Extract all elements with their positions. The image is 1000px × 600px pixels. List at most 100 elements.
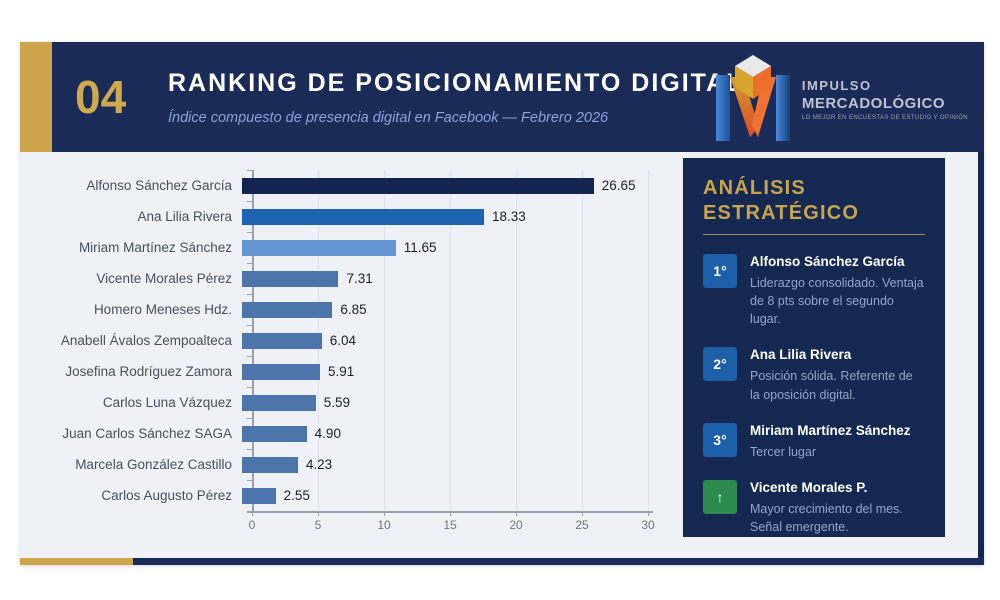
x-tick-label: 15 [443, 518, 457, 532]
bar-wrap: 5.91 [242, 356, 354, 387]
bar-value-label: 11.65 [403, 240, 437, 255]
chart-row: Alfonso Sánchez García 26.65 [20, 170, 680, 201]
x-tick-label: 30 [641, 518, 655, 532]
x-tick-mark [252, 512, 253, 516]
person-description: Posición sólida. Referente de la oposici… [750, 369, 913, 402]
title-block: RANKING DE POSICIONAMIENTO DIGITAL Índic… [168, 69, 743, 126]
bar-wrap: 4.90 [242, 418, 341, 449]
chart-row: Carlos Luna Vázquez 5.59 [20, 387, 680, 418]
y-tick-mark [247, 387, 252, 388]
y-tick-mark [247, 418, 252, 419]
bar [242, 332, 322, 349]
panel-item: 1° Alfonso Sánchez García Liderazgo consol… [703, 254, 925, 328]
category-label: Carlos Luna Vázquez [102, 395, 232, 410]
bar [242, 177, 594, 194]
x-tick-label: 10 [377, 518, 391, 532]
x-axis-line [247, 511, 653, 513]
bar [242, 363, 320, 380]
bar-value-label: 5.91 [328, 364, 355, 379]
person-description: Mayor crecimiento del mes. Señal emergen… [750, 501, 903, 534]
bar [242, 425, 307, 442]
category-label: Ana Lilia Rivera [137, 209, 232, 224]
person-name: Vicente Morales P. [750, 479, 868, 495]
gridline [582, 170, 583, 511]
bottom-gold-segment [20, 558, 133, 565]
bar [242, 301, 333, 318]
category-label: Juan Carlos Sánchez SAGA [62, 426, 232, 441]
panel-item-text: Miriam Martínez Sánchez Tercer lugar [750, 423, 911, 461]
panel-title: ANÁLISIS ESTRATÉGICO [703, 176, 925, 226]
bar-wrap: 11.65 [242, 232, 437, 263]
content-area: 0 5 10 15 20 25 30 Alfonso Sánchez García 26.65… [20, 152, 984, 558]
logo-m-diamond-icon [715, 55, 790, 141]
bar-wrap: 6.85 [242, 294, 367, 325]
panel-item-text: Vicente Morales P. Mayor crecimiento del … [750, 480, 925, 536]
logo-tagline: LO MEJOR EN ENCUESTAS DE ESTUDIO Y OPINI… [801, 114, 968, 121]
bar-wrap: 7.31 [242, 263, 373, 294]
category-label: Alfonso Sánchez García [86, 178, 232, 193]
y-tick-mark [247, 294, 252, 295]
y-tick-mark [247, 170, 252, 171]
bar [242, 239, 396, 256]
chart-row: Homero Meneses Hdz. 6.85 [20, 294, 680, 325]
category-label: Carlos Augusto Pérez [101, 488, 232, 503]
y-tick-mark [247, 263, 252, 264]
x-tick-mark [516, 512, 517, 516]
bar-wrap: 6.04 [242, 325, 356, 356]
gridline [648, 170, 649, 511]
logo-name-line1: IMPULSO [801, 77, 872, 93]
up-arrow-badge-icon: ↑ [703, 479, 737, 514]
page-title: RANKING DE POSICIONAMIENTO DIGITAL [168, 69, 744, 97]
bar [242, 208, 484, 225]
bar-value-label: 7.31 [346, 271, 373, 286]
gold-accent-block [20, 42, 52, 152]
rank-badge: 2° [703, 347, 737, 382]
bar-wrap: 26.65 [242, 170, 636, 201]
bar-wrap: 5.59 [242, 387, 350, 418]
logo-name-line2: MERCADOLÓGICO [801, 94, 945, 112]
x-tick-mark [648, 512, 649, 516]
gridline [384, 170, 385, 511]
bar-value-label: 4.23 [305, 457, 333, 472]
slide-number: 04 [75, 71, 127, 123]
panel-item: 2° Ana Lilia Rivera Posición sólida. Refer… [703, 347, 925, 403]
panel-title-line2: ESTRATÉGICO [703, 202, 860, 224]
rank-badge: 1° [703, 254, 737, 288]
person-description: Tercer lugar [750, 444, 816, 459]
bar-value-label: 6.85 [340, 302, 367, 317]
chart-row: Carlos Augusto Pérez 2.55 [20, 480, 680, 511]
x-tick-mark [384, 512, 385, 516]
bar-value-label: 6.04 [329, 333, 356, 348]
bar-wrap: 4.23 [242, 449, 332, 480]
x-tick-label: 20 [509, 518, 523, 532]
category-label: Josefina Rodríguez Zamora [65, 364, 232, 379]
page-subtitle: Índice compuesto de presencia digital en… [168, 110, 609, 126]
bar-wrap: 2.55 [242, 480, 310, 511]
header-band: 04 RANKING DE POSICIONAMIENTO DIGITAL Ín… [20, 42, 984, 152]
bar [242, 394, 316, 411]
chart-row: Miriam Martínez Sánchez 11.65 [20, 232, 680, 263]
category-label: Anabell Ávalos Zempoalteca [60, 333, 232, 348]
chart-row: Josefina Rodríguez Zamora 5.91 [20, 356, 680, 387]
bar-wrap: 18.33 [242, 201, 526, 232]
y-tick-mark [247, 232, 252, 233]
slide-card: 04 RANKING DE POSICIONAMIENTO DIGITAL Ín… [20, 42, 984, 565]
bar-value-label: 5.59 [323, 395, 351, 410]
panel-item-text: Alfonso Sánchez García Liderazgo consolid… [750, 254, 925, 328]
person-name: Alfonso Sánchez García [750, 254, 905, 269]
bar [242, 456, 298, 473]
bar [242, 270, 339, 287]
panel-divider [703, 234, 925, 235]
x-tick-mark [582, 512, 583, 516]
chart-row: Vicente Morales Pérez 7.31 [20, 263, 680, 294]
x-tick-mark [450, 512, 451, 516]
person-name: Ana Lilia Rivera [750, 347, 852, 363]
x-tick-label: 5 [314, 518, 322, 532]
bar-value-label: 26.65 [601, 178, 636, 193]
strategic-analysis-panel: ANÁLISIS ESTRATÉGICO 1° Alfonso Sánchez G… [683, 158, 945, 537]
category-label: Miriam Martínez Sánchez [78, 240, 232, 255]
bar [242, 487, 276, 504]
person-description: Liderazgo consolidado. Ventaja de 8 pts … [750, 276, 924, 327]
category-label: Vicente Morales Pérez [96, 271, 232, 286]
category-label: Homero Meneses Hdz. [93, 302, 232, 317]
